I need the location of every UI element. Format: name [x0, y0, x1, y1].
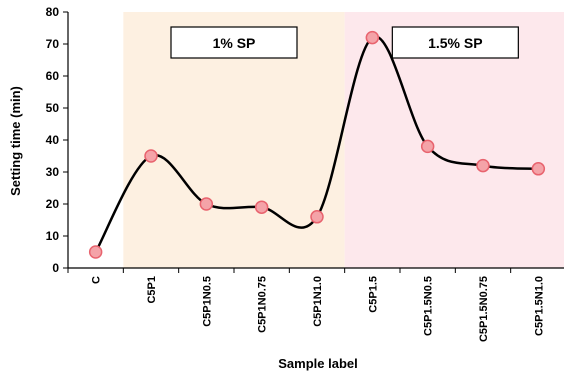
y-tick-label: 10 — [46, 229, 60, 243]
data-point — [310, 210, 324, 224]
data-point — [88, 245, 103, 259]
marker-layer — [88, 30, 546, 259]
data-point — [254, 200, 269, 214]
y-tick-label: 20 — [46, 197, 60, 211]
data-point — [420, 139, 435, 154]
x-tick-label: C5P1N0.5 — [201, 276, 213, 327]
x-tick-label: C5P1.5N1.0 — [533, 276, 545, 336]
x-tick-layer: C C5P1 C5P1N0.5 C5P1N0.75 C5P1N1.0 C5P1.5 C5P1… — [67, 268, 545, 342]
data-point — [531, 162, 546, 176]
y-tick-label: 60 — [46, 69, 60, 83]
region-label-box — [170, 26, 298, 59]
data-point — [365, 30, 380, 45]
x-axis-label: Sample label — [278, 356, 357, 371]
x-tick-label: C — [91, 276, 103, 284]
y-axis-label: Setting time (min) — [8, 86, 23, 196]
x-tick-label: C5P1.5N0.75 — [478, 276, 490, 342]
region-label: 1.5% SP — [428, 35, 482, 51]
x-tick-label: C5P1N0.75 — [257, 276, 269, 333]
y-tick-label: 80 — [46, 5, 60, 19]
x-tick-label: C5P1 — [146, 276, 158, 304]
x-tick-label: C5P1.5 — [367, 276, 379, 313]
y-tick-label: 50 — [46, 101, 60, 115]
data-point — [199, 197, 214, 211]
series-line — [94, 35, 539, 253]
region-label-layer: 1% SP 1.5% SP — [170, 26, 519, 59]
region-label-box — [391, 26, 519, 59]
region-label: 1% SP — [213, 35, 256, 51]
x-tick-label: C5P1N1.0 — [312, 276, 324, 327]
y-tick-layer: 0 10 20 30 40 50 60 70 80 — [46, 5, 68, 275]
y-tick-label: 70 — [46, 37, 60, 51]
y-tick-label: 30 — [46, 165, 60, 179]
y-tick-label: 0 — [52, 261, 59, 275]
data-point — [144, 149, 158, 163]
x-tick-label: C5P1.5N0.5 — [423, 276, 435, 336]
data-point — [476, 158, 490, 173]
y-tick-label: 40 — [46, 133, 60, 147]
